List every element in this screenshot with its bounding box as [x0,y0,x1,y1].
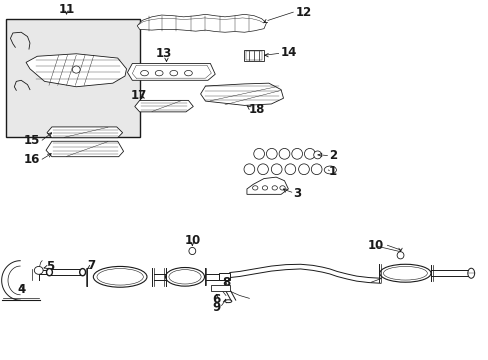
Text: 16: 16 [23,153,40,166]
Ellipse shape [169,71,177,76]
Ellipse shape [257,164,268,175]
Text: 1: 1 [328,165,337,177]
Bar [245,51,262,60]
Text: 6: 6 [212,293,221,306]
Ellipse shape [396,252,403,259]
Ellipse shape [324,166,336,174]
Text: 5: 5 [46,260,55,273]
Text: 8: 8 [222,276,230,289]
Text: 15: 15 [23,134,40,147]
Ellipse shape [311,164,322,175]
Ellipse shape [279,148,289,159]
Polygon shape [137,14,266,32]
Text: 9: 9 [212,301,221,314]
Ellipse shape [285,164,295,175]
Text: 2: 2 [328,149,336,162]
Ellipse shape [184,71,192,76]
Ellipse shape [279,186,285,190]
Ellipse shape [72,66,80,73]
Text: 4: 4 [17,283,25,296]
Ellipse shape [165,267,204,286]
Polygon shape [127,63,215,80]
Ellipse shape [298,164,309,175]
Ellipse shape [467,268,474,278]
Ellipse shape [46,269,52,276]
Ellipse shape [253,148,264,159]
Bar [219,273,229,280]
Text: 7: 7 [87,259,95,272]
Ellipse shape [271,186,277,190]
Ellipse shape [224,300,231,303]
Ellipse shape [379,264,430,282]
Text: 18: 18 [248,103,264,116]
Ellipse shape [252,186,257,190]
Text: 12: 12 [295,6,311,19]
Ellipse shape [188,247,195,255]
Text: 17: 17 [130,89,146,102]
Ellipse shape [141,71,148,76]
Text: 13: 13 [156,47,172,60]
Ellipse shape [34,266,43,274]
Bar [5,19,140,137]
Polygon shape [47,127,122,138]
Text: 3: 3 [292,187,301,200]
Polygon shape [135,100,193,112]
Ellipse shape [271,164,282,175]
Ellipse shape [262,186,267,190]
Text: 10: 10 [367,239,384,252]
Ellipse shape [304,148,315,159]
Text: 11: 11 [58,3,75,16]
Ellipse shape [155,71,163,76]
Ellipse shape [244,164,254,175]
Ellipse shape [266,148,277,159]
Ellipse shape [93,266,147,287]
Text: 14: 14 [281,46,297,59]
Text: 10: 10 [184,234,200,247]
Polygon shape [200,83,283,105]
Polygon shape [246,177,288,194]
Polygon shape [46,141,123,157]
Ellipse shape [80,269,85,276]
Polygon shape [26,54,126,87]
Polygon shape [244,50,264,61]
Ellipse shape [291,148,302,159]
Ellipse shape [313,151,321,159]
Bar [211,285,229,291]
